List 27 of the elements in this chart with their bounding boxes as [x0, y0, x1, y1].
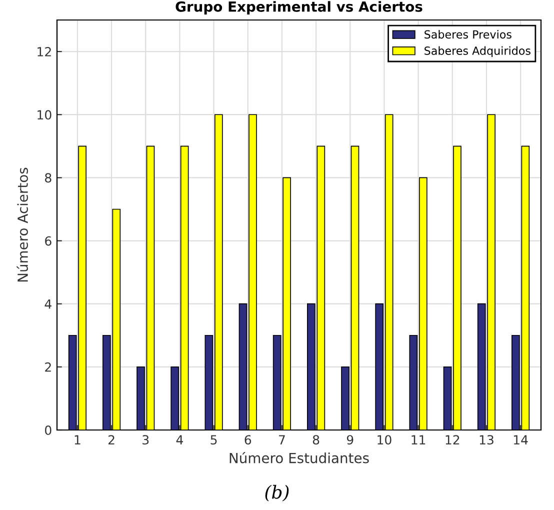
x-tick-label: 5 [210, 435, 217, 445]
x-tick-label: 1 [74, 435, 80, 444]
x-tick-label: 11 [412, 435, 426, 444]
y-tick-label: 0 [45, 425, 52, 435]
y-tick-label: 12 [38, 47, 51, 56]
x-tick-label: 13 [480, 435, 494, 445]
x-tick-label: 4 [176, 435, 183, 444]
chart-title: Grupo Experimental vs Aciertos [176, 1, 422, 15]
y-tick-label: 4 [44, 299, 52, 309]
x-tick-label: 10 [378, 435, 392, 445]
y-tick-label: 2 [45, 362, 51, 372]
y-tick-label: 8 [45, 173, 52, 183]
legend-label: Saberes Previos [424, 30, 512, 39]
y-axis-title: Número Aciertos [16, 168, 28, 282]
y-tick-label: 10 [38, 110, 52, 120]
text: (b) [265, 484, 289, 502]
legend-label: Saberes Adquiridos [424, 46, 530, 58]
x-tick-label: 6 [244, 435, 252, 445]
x-tick-label: 2 [108, 435, 114, 444]
x-axis-title: Número Estudiantes [230, 452, 369, 464]
x-tick-label: 12 [446, 435, 460, 444]
x-tick-label: 7 [279, 435, 285, 444]
x-tick-label: 3 [142, 435, 149, 445]
y-tick-label: 6 [45, 236, 52, 246]
x-tick-label: 14 [514, 435, 528, 444]
x-tick-label: 8 [312, 435, 320, 445]
x-tick-label: 9 [346, 435, 354, 445]
